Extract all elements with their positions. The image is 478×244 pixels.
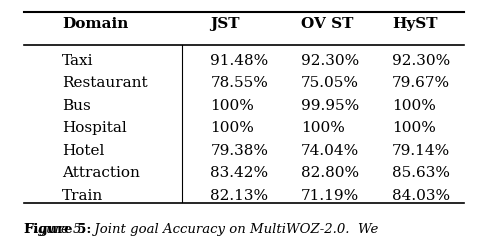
Text: Bus: Bus xyxy=(62,99,91,113)
Text: HyST: HyST xyxy=(392,17,437,31)
Text: 100%: 100% xyxy=(392,121,436,135)
Text: 92.30%: 92.30% xyxy=(301,54,359,68)
Text: 100%: 100% xyxy=(392,99,436,113)
Text: 82.13%: 82.13% xyxy=(210,189,269,203)
Text: Domain: Domain xyxy=(62,17,129,31)
Text: 78.55%: 78.55% xyxy=(210,76,268,90)
Text: 79.14%: 79.14% xyxy=(392,144,450,158)
Text: Train: Train xyxy=(62,189,103,203)
Text: 91.48%: 91.48% xyxy=(210,54,269,68)
Text: 79.67%: 79.67% xyxy=(392,76,450,90)
Text: Taxi: Taxi xyxy=(62,54,94,68)
Text: Hospital: Hospital xyxy=(62,121,127,135)
Text: 100%: 100% xyxy=(210,121,254,135)
Text: Figure 5:: Figure 5: xyxy=(24,223,91,236)
Text: 79.38%: 79.38% xyxy=(210,144,268,158)
Text: Hotel: Hotel xyxy=(62,144,105,158)
Text: Attraction: Attraction xyxy=(62,166,140,180)
Text: 100%: 100% xyxy=(301,121,345,135)
Text: 84.03%: 84.03% xyxy=(392,189,450,203)
Text: 85.63%: 85.63% xyxy=(392,166,450,180)
Text: 83.42%: 83.42% xyxy=(210,166,269,180)
Text: OV ST: OV ST xyxy=(301,17,354,31)
Text: 82.80%: 82.80% xyxy=(301,166,359,180)
Text: 71.19%: 71.19% xyxy=(301,189,359,203)
Text: 99.95%: 99.95% xyxy=(301,99,359,113)
Text: 74.04%: 74.04% xyxy=(301,144,359,158)
Text: JST: JST xyxy=(210,17,240,31)
Text: Restaurant: Restaurant xyxy=(62,76,148,90)
Text: 92.30%: 92.30% xyxy=(392,54,450,68)
Text: Figure 5:  Joint goal Accuracy on MultiWOZ-2.0.  We: Figure 5: Joint goal Accuracy on MultiWO… xyxy=(24,223,378,236)
Text: 75.05%: 75.05% xyxy=(301,76,359,90)
Text: 100%: 100% xyxy=(210,99,254,113)
